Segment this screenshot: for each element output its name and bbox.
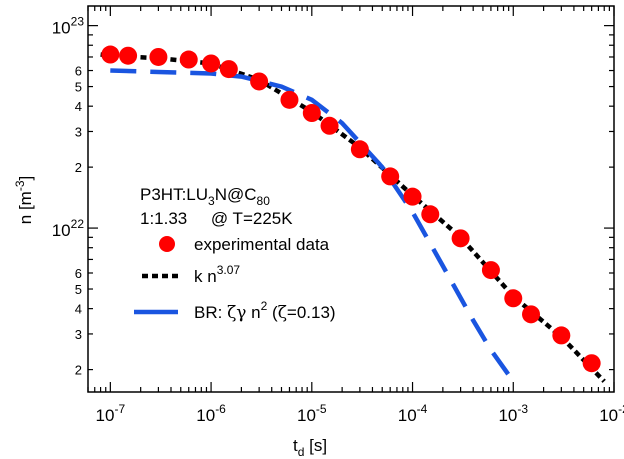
data-point: [552, 326, 571, 345]
y-minor-tick-label: 2: [75, 160, 82, 175]
y-tick-label-base: 10: [52, 221, 71, 240]
x-tick-label: 10-5: [297, 402, 327, 425]
y-tick-label: 1022: [52, 217, 85, 240]
x-tick-label-exp: -7: [114, 402, 125, 416]
markers-layer: [101, 45, 601, 373]
data-point: [101, 45, 120, 64]
y-minor-tick-label: 5: [75, 282, 82, 297]
data-point: [421, 205, 440, 224]
data-point: [320, 116, 339, 135]
annotation-material-sub2: 80: [257, 194, 271, 208]
y-minor-tick-label: 2: [75, 363, 82, 378]
y-tick-label-exp: 22: [71, 217, 85, 231]
legend-entry-br: BR: ζγ n2 (ζ=0.13): [134, 299, 336, 323]
x-tick-label: 10-2: [599, 402, 624, 425]
legend-label-br-pre: BR:: [194, 303, 227, 322]
data-point: [179, 50, 198, 69]
annotation-conditions: 1:1.33 @ T=225K: [140, 209, 293, 228]
y-tick-label-exp: 23: [71, 15, 85, 29]
legend-entry-power-law: k n3.07: [142, 263, 240, 286]
legend-label-br-paren-rest: =0.13): [287, 303, 336, 322]
legend-label-power-law-text: k n: [194, 267, 217, 286]
legend-label-br-mid: n: [246, 303, 260, 322]
br-model-line: [110, 68, 516, 383]
x-axis-title-unit: [s]: [304, 436, 327, 455]
ticks-layer: [87, 6, 615, 392]
data-point: [350, 140, 369, 159]
data-point: [522, 305, 541, 324]
data-point: [582, 354, 601, 373]
y-axis-title: n [m-3]: [13, 176, 35, 224]
data-point: [149, 47, 168, 66]
x-tick-label-base: 10: [599, 406, 618, 425]
x-tick-label-base: 10: [297, 406, 316, 425]
legend-entry-experimental: experimental data: [159, 235, 330, 254]
x-tick-label-base: 10: [196, 406, 215, 425]
y-minor-tick-label: 4: [75, 99, 82, 114]
data-point: [250, 72, 269, 91]
data-point: [119, 46, 138, 65]
annotation-material-prefix: P3HT:LU: [140, 185, 208, 204]
data-point: [302, 104, 321, 123]
legend-label-br-paren-open: (: [267, 303, 278, 322]
y-minor-tick-label: 6: [75, 64, 82, 79]
y-minor-tick-label: 4: [75, 302, 82, 317]
data-point: [481, 261, 500, 280]
x-tick-label-base: 10: [498, 406, 517, 425]
x-axis-title: td [s]: [293, 436, 327, 459]
y-axis-title-sup: -3: [13, 180, 27, 191]
legend-swatch-experimental: [159, 236, 175, 252]
data-point: [403, 187, 422, 206]
x-tick-label-exp: -4: [417, 402, 428, 416]
x-tick-label: 10-7: [96, 402, 126, 425]
y-tick-label-base: 10: [52, 19, 71, 38]
y-axis-title-main: n [m: [16, 191, 35, 224]
plot-area: [87, 5, 615, 393]
x-tick-label: 10-6: [196, 402, 226, 425]
x-axis-title-main: t: [293, 436, 298, 455]
legend: experimental data k n3.07 BR: ζγ n2 (ζ=0…: [134, 235, 336, 323]
plot-frame: [87, 5, 615, 393]
annotation-material-sub1: 3: [208, 194, 215, 208]
data-point: [202, 54, 221, 73]
legend-label-br-greek2: ζ: [278, 303, 287, 323]
annotation-material-mid: N@C: [215, 185, 257, 204]
data-point: [381, 167, 400, 186]
data-point: [504, 289, 523, 308]
legend-label-power-law-sup: 3.07: [217, 263, 241, 277]
x-tick-label-exp: -6: [215, 402, 226, 416]
data-point: [451, 229, 470, 248]
x-tick-label-exp: -2: [618, 402, 624, 416]
legend-label-power-law: k n3.07: [194, 263, 240, 286]
legend-label-br-sup: 2: [261, 299, 268, 313]
legend-label-experimental: experimental data: [194, 235, 330, 254]
legend-label-br: BR: ζγ n2 (ζ=0.13): [194, 299, 336, 323]
y-axis-title-close: ]: [16, 176, 35, 181]
x-tick-label: 10-4: [398, 402, 428, 425]
x-tick-label-base: 10: [398, 406, 417, 425]
annotation-material: P3HT:LU3N@C80: [140, 185, 270, 208]
x-tick-label-exp: -5: [316, 402, 327, 416]
y-minor-tick-label: 6: [75, 266, 82, 281]
y-minor-tick-label: 3: [75, 124, 82, 139]
x-tick-label-base: 10: [96, 406, 115, 425]
data-point: [280, 90, 299, 109]
y-tick-label: 1023: [52, 15, 85, 38]
x-tick-label: 10-3: [498, 402, 528, 425]
y-minor-tick-label: 3: [75, 327, 82, 342]
data-point: [219, 60, 238, 79]
x-axis-title-sub: d: [298, 445, 305, 459]
tick-labels-layer: 10-710-610-510-410-310-21022102323456234…: [52, 15, 624, 425]
x-tick-label-exp: -3: [517, 402, 528, 416]
y-minor-tick-label: 5: [75, 80, 82, 95]
legend-label-br-greek: ζγ: [227, 303, 246, 323]
